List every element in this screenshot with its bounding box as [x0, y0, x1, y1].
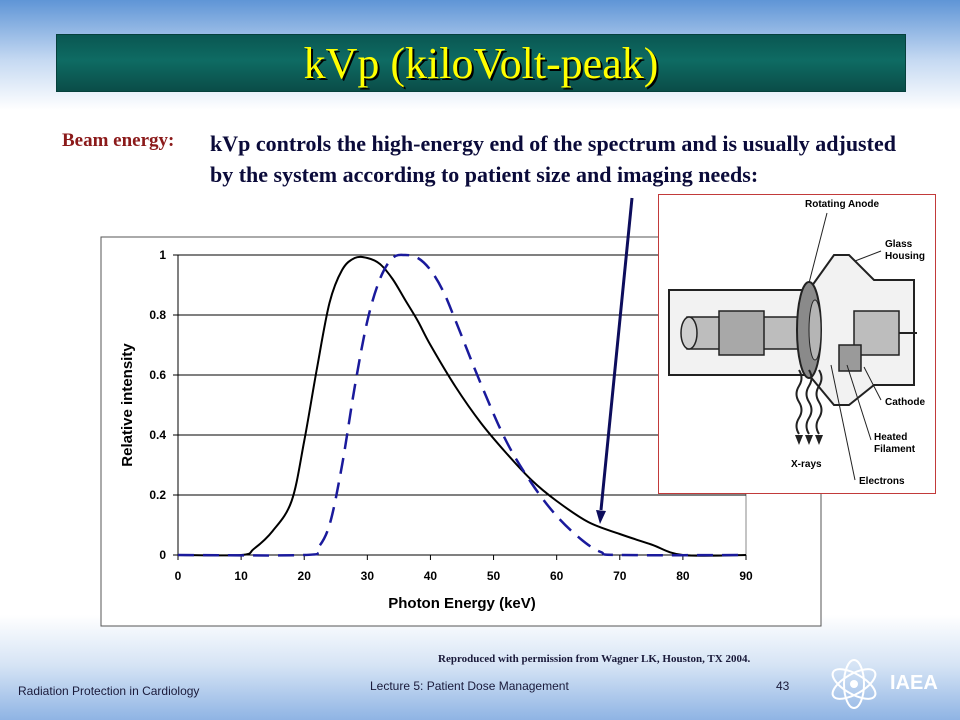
label-filament: Filament [874, 444, 916, 455]
series-line-2 [177, 253, 747, 557]
rotor [718, 310, 765, 356]
x-tick-label: 90 [739, 569, 753, 583]
y-tick-label: 0.4 [149, 428, 166, 442]
iaea-atom-icon [831, 659, 877, 709]
label-rotating-anode: Rotating Anode [805, 199, 880, 210]
x-tick-label: 80 [676, 569, 690, 583]
label-xrays: X-rays [791, 459, 822, 470]
label-heated: Heated [874, 432, 907, 443]
iaea-logo-text: IAEA [890, 672, 938, 694]
label-housing: Housing [885, 251, 925, 262]
x-tick-label: 30 [361, 569, 375, 583]
x-tick-label: 70 [613, 569, 627, 583]
slide-title: kVp (kiloVolt-peak) [303, 38, 659, 88]
body-text: kVp controls the high-energy end of the … [210, 131, 896, 187]
y-tick-label: 0.8 [149, 308, 166, 322]
x-tick-label: 60 [550, 569, 564, 583]
x-tick-label: 40 [424, 569, 438, 583]
x-axis-label: Photon Energy (keV) [388, 595, 536, 612]
xray-tube-illustration: Rotating Anode Glass Housing Cathode Hea… [668, 199, 925, 487]
y-tick-label: 0 [159, 548, 166, 562]
annotation-arrow-line [599, 197, 634, 511]
footer-lecture-title: Lecture 5: Patient Dose Management [370, 679, 569, 693]
x-tick-label: 0 [175, 569, 182, 583]
beam-energy-label: Beam energy: [62, 130, 175, 151]
xray-tube-diagram: Rotating Anode Glass Housing Cathode Hea… [658, 194, 936, 494]
x-tick-label: 20 [298, 569, 312, 583]
x-tick-label: 10 [234, 569, 248, 583]
label-glass: Glass [885, 239, 913, 250]
y-axis-label: Relative intensity [119, 343, 136, 467]
y-tick-label: 0.6 [149, 368, 166, 382]
y-tick-label: 1 [159, 248, 166, 262]
title-bar: kVp (kiloVolt-peak) [56, 34, 906, 92]
y-tick-label: 0.2 [149, 488, 166, 502]
page-number: 43 [776, 679, 790, 693]
x-tick-label: 50 [487, 569, 501, 583]
cathode-cup [838, 344, 862, 372]
label-electrons: Electrons [859, 476, 905, 487]
annotation-arrow-head [596, 510, 606, 524]
label-cathode: Cathode [885, 397, 925, 408]
series-line-1 [177, 255, 747, 557]
footer-course-title: Radiation Protection in Cardiology [18, 684, 200, 698]
credit-text: Reproduced with permission from Wagner L… [438, 653, 751, 665]
